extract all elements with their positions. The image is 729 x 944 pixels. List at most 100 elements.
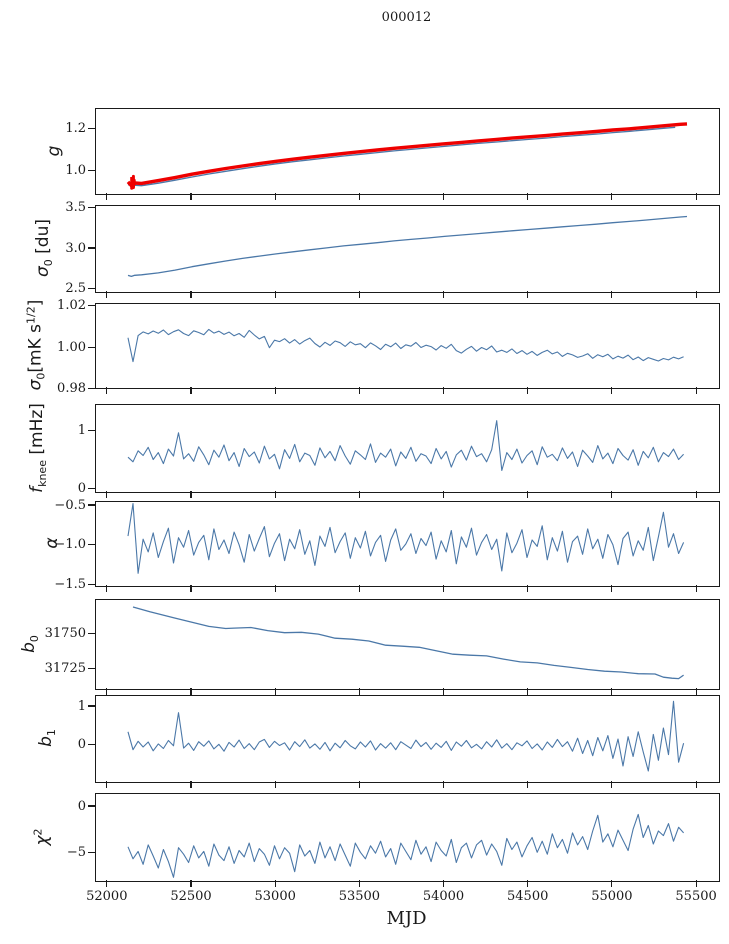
y-tick-label: −0.5	[54, 497, 86, 513]
y-tick-label: −1.5	[54, 576, 86, 592]
x-tick-mark	[190, 880, 192, 887]
x-tick-mark	[611, 387, 613, 394]
x-tick-mark	[442, 880, 445, 887]
y-axis-label-alpha: α	[42, 537, 62, 548]
panel-alpha	[95, 501, 720, 587]
panel-sigma0-mks	[95, 303, 720, 389]
y-tick-mark	[88, 346, 95, 348]
x-tick-mark	[442, 291, 445, 298]
x-tick-mark	[106, 387, 108, 394]
x-tick-mark	[695, 781, 697, 788]
y-tick-mark	[88, 206, 95, 208]
series-g-model	[127, 126, 676, 187]
y-axis-label-sigma0-mks: σ0[mK s1/2]	[25, 300, 48, 391]
x-tick-mark	[611, 491, 613, 498]
y-tick-mark	[88, 583, 95, 585]
y-axis-label-segment: f	[27, 486, 47, 493]
x-tick-mark	[190, 193, 192, 200]
x-tick-mark	[527, 491, 529, 498]
y-tick-mark	[88, 633, 95, 635]
y-axis-label-segment: 0	[34, 372, 48, 380]
panel-b1	[95, 695, 720, 783]
x-tick-mark	[442, 387, 445, 394]
series-sigma0-du	[127, 215, 688, 278]
plot-alpha	[127, 503, 685, 574]
x-tick-mark	[442, 193, 445, 200]
y-axis-label-segment: 1	[45, 729, 58, 737]
y-axis-label-chi2: χ2	[32, 828, 53, 845]
series-b0	[132, 606, 684, 680]
series-fknee	[127, 420, 684, 472]
x-tick-mark	[190, 688, 192, 695]
x-tick-mark	[527, 585, 529, 592]
y-axis-label-segment: 0	[42, 259, 55, 267]
y-tick-label: 2.5	[65, 281, 86, 297]
x-tick-mark	[442, 585, 445, 592]
y-tick-label: 1	[77, 422, 86, 438]
x-tick-mark	[695, 880, 697, 887]
x-tick-label: 52500	[170, 889, 212, 904]
series-g-cal-errorbars	[130, 174, 136, 190]
x-tick-mark	[190, 585, 192, 592]
x-tick-mark	[190, 291, 192, 298]
y-tick-mark	[88, 667, 95, 670]
y-axis-label-segment: b	[36, 736, 56, 747]
y-tick-mark	[88, 851, 95, 853]
y-axis-label-segment: b	[19, 641, 39, 653]
y-tick-mark	[88, 170, 95, 172]
y-tick-mark	[88, 705, 95, 707]
series-alpha	[127, 503, 685, 574]
y-axis-label-segment: σ	[33, 266, 53, 278]
x-tick-label: 55000	[591, 889, 633, 904]
plot-sigma0-du	[127, 215, 688, 278]
series-g-cal	[126, 122, 688, 188]
x-tick-mark	[695, 491, 697, 498]
y-tick-mark	[88, 544, 95, 546]
x-tick-mark	[106, 880, 108, 887]
x-tick-mark	[358, 880, 360, 887]
y-tick-mark	[88, 127, 95, 129]
panel-b0	[95, 599, 720, 690]
x-tick-mark	[106, 781, 108, 788]
y-tick-mark	[88, 487, 95, 489]
y-tick-mark	[88, 743, 95, 745]
y-tick-label: 3.5	[65, 199, 86, 215]
x-tick-label: 53000	[254, 889, 296, 904]
x-tick-mark	[106, 291, 108, 298]
y-tick-label: 0	[77, 480, 86, 496]
y-axis-label-sigma0-du: σ0 [du]	[33, 219, 55, 277]
x-tick-mark	[106, 193, 108, 200]
y-axis-label-segment: ]	[25, 299, 46, 307]
plot-sigma0-mks	[127, 328, 684, 363]
x-tick-mark	[358, 387, 360, 394]
panel-sigma0-du	[95, 205, 720, 293]
x-tick-mark	[274, 387, 276, 394]
x-tick-mark	[106, 585, 108, 592]
y-tick-label: 1	[77, 698, 86, 714]
y-axis-label-b1: b1	[36, 729, 58, 747]
x-tick-label: 55500	[675, 889, 717, 904]
x-tick-mark	[611, 781, 613, 788]
x-tick-mark	[442, 491, 445, 498]
y-axis-label-b0: b0	[19, 635, 41, 653]
x-tick-mark	[358, 193, 360, 200]
x-tick-label: 54500	[507, 889, 549, 904]
x-tick-label: 53500	[338, 889, 381, 904]
x-tick-mark	[358, 781, 360, 788]
series-b1	[127, 700, 685, 772]
y-axis-label-fknee: fknee [mHz]	[27, 403, 49, 493]
x-tick-label: 52000	[86, 889, 128, 904]
y-tick-mark	[88, 388, 95, 390]
y-tick-label: 0	[77, 736, 86, 752]
series-sigma0-mks	[127, 328, 684, 363]
y-tick-mark	[88, 429, 95, 431]
y-tick-mark	[88, 504, 95, 506]
y-axis-label-segment: [du]	[33, 218, 53, 260]
x-tick-mark	[190, 387, 192, 394]
y-tick-mark	[88, 805, 95, 807]
y-tick-mark	[88, 304, 95, 307]
series-chi2	[127, 813, 685, 878]
plot-chi2	[127, 813, 685, 878]
panel-g	[95, 108, 720, 195]
x-tick-mark	[611, 880, 613, 887]
